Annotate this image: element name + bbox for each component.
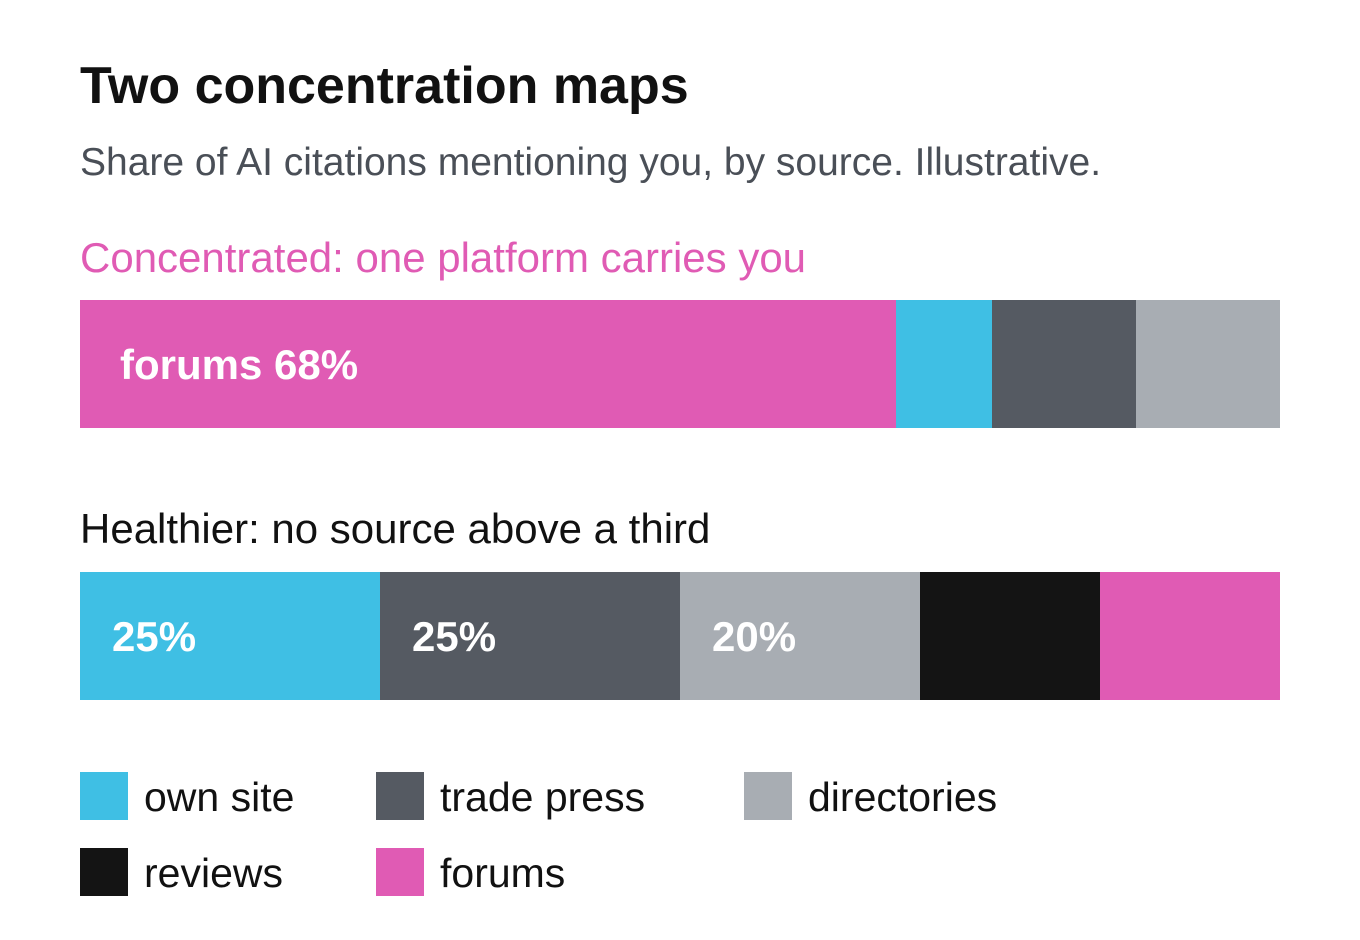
- legend-swatch: [744, 772, 792, 820]
- legend-label: directories: [808, 774, 997, 820]
- legend-label: forums: [440, 850, 565, 896]
- legend-swatch: [80, 848, 128, 896]
- bar-segment: [680, 572, 920, 700]
- bar-segment: [80, 300, 896, 428]
- legend-swatch: [376, 848, 424, 896]
- legend-label: own site: [144, 774, 294, 820]
- chart-title: Two concentration maps: [80, 57, 689, 115]
- bar-segment: [1100, 572, 1280, 700]
- bar-segment: [380, 572, 680, 700]
- bar-segment: [1136, 300, 1280, 428]
- legend-label: reviews: [144, 850, 283, 896]
- bar-segment: [80, 572, 380, 700]
- data-label: 25%: [112, 613, 196, 660]
- bar-segment: [992, 300, 1136, 428]
- legend-label: trade press: [440, 774, 645, 820]
- legend-swatch: [376, 772, 424, 820]
- panel-title: Healthier: no source above a third: [80, 505, 710, 552]
- data-label: 20%: [712, 613, 796, 660]
- chart-subtitle: Share of AI citations mentioning you, by…: [80, 141, 1101, 184]
- bar-segment: [896, 300, 992, 428]
- data-label: forums 68%: [120, 341, 358, 388]
- legend-swatch: [80, 772, 128, 820]
- bar-segment: [920, 572, 1100, 700]
- data-label: 25%: [412, 613, 496, 660]
- panel-title: Concentrated: one platform carries you: [80, 234, 806, 281]
